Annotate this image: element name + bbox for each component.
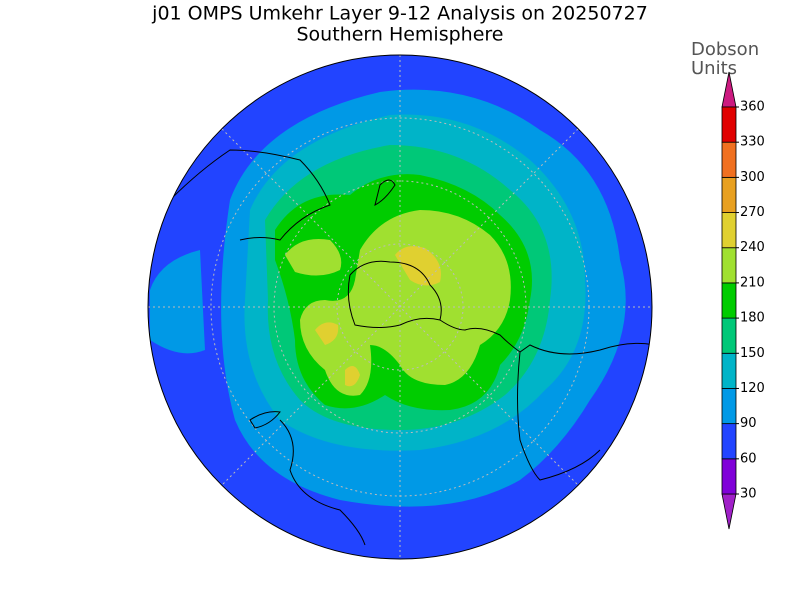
colorbar-tick-label: 60 — [740, 451, 757, 466]
ozone-field — [148, 55, 652, 559]
map-subtitle: Southern Hemisphere — [296, 24, 503, 46]
colorbar-tick-label: 30 — [740, 487, 757, 502]
colorbar-segment — [721, 388, 737, 425]
colorbar-tick-label: 120 — [740, 381, 765, 396]
colorbar-tick-label: 360 — [740, 100, 765, 115]
coastlines — [149, 149, 652, 546]
colorbar-tick-label: 270 — [740, 205, 765, 220]
colorbar-title: Dobson — [691, 39, 759, 60]
colorbar-tick-label: 210 — [740, 275, 765, 290]
field-band — [150, 250, 205, 354]
colorbar-segment — [721, 458, 737, 495]
colorbar-segment — [721, 282, 737, 319]
colorbar-segment — [721, 106, 737, 143]
colorbar-segment — [721, 423, 737, 460]
field-band — [315, 246, 441, 387]
colorbar-tick-label: 90 — [740, 416, 757, 431]
colorbar-segment — [721, 141, 737, 178]
colorbar-segment — [721, 352, 737, 389]
graticule — [148, 55, 652, 559]
map-title: j01 OMPS Umkehr Layer 9-12 Analysis on 2… — [151, 3, 648, 25]
colorbar-under — [721, 493, 737, 530]
colorbar-segment — [721, 317, 737, 354]
colorbar-tick-label: 300 — [740, 170, 765, 185]
colorbar-tick-label: 240 — [740, 240, 765, 255]
field-band — [285, 210, 511, 396]
colorbar-tick-label: 150 — [740, 346, 765, 361]
colorbar: 30 60 90 120 150 180 210 240 270 300 330 360 — [721, 71, 765, 530]
colorbar-segment — [721, 212, 737, 249]
colorbar-segment — [721, 247, 737, 284]
globe-outline — [147, 54, 653, 560]
colorbar-tick-label: 330 — [740, 135, 765, 150]
colorbar-tick-label: 180 — [740, 311, 765, 326]
colorbar-title: Units — [691, 58, 737, 79]
colorbar-segment — [721, 176, 737, 213]
